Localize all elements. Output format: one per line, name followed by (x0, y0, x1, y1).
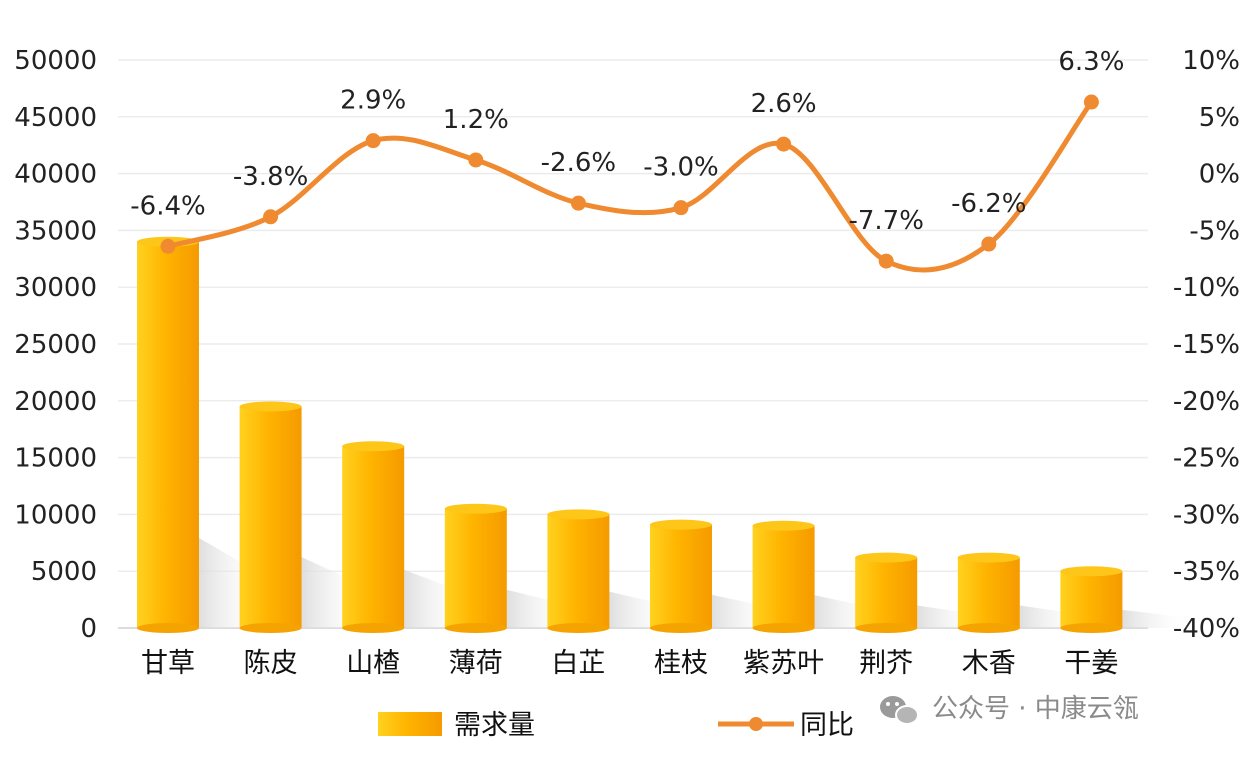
left-tick-label: 35000 (14, 216, 97, 246)
data-label: 6.3% (1058, 47, 1124, 77)
bar (444, 508, 507, 628)
line-point (365, 133, 381, 149)
right-tick-label: -25% (1173, 444, 1240, 474)
bar-series (137, 236, 1123, 633)
line-point (160, 238, 176, 254)
left-y-axis: 0 5000 10000 15000 20000 25000 30000 35000 40000… (14, 46, 97, 644)
data-label: 2.9% (340, 86, 406, 116)
legend-swatch-bar (378, 712, 442, 736)
bar-base (752, 623, 815, 633)
watermark: 公众号 · 中康云瓴 (880, 694, 1139, 725)
category-label: 桂枝 (654, 648, 708, 679)
bar (957, 557, 1020, 628)
bar-cap (752, 520, 815, 531)
category-label: 山楂 (346, 648, 400, 679)
wechat-icon (880, 696, 919, 725)
left-tick-label: 45000 (14, 103, 97, 133)
left-tick-label: 0 (80, 614, 97, 644)
left-tick-label: 10000 (14, 500, 97, 530)
bar-base (239, 623, 302, 633)
data-label: -3.8% (233, 162, 308, 192)
category-label: 干姜 (1064, 648, 1118, 679)
bar-base (855, 623, 918, 633)
bar-cap (957, 552, 1020, 563)
line-point (776, 136, 792, 152)
category-label: 荆芥 (859, 648, 913, 679)
bar-cap (650, 519, 712, 530)
category-label: 紫苏叶 (743, 648, 824, 679)
data-label: 1.2% (443, 105, 509, 135)
right-tick-label: -5% (1189, 216, 1240, 246)
bar-cap (342, 441, 405, 452)
bar (342, 446, 405, 628)
line-point (1083, 94, 1099, 110)
data-label: -3.0% (643, 153, 718, 183)
category-label: 甘草 (141, 648, 195, 679)
legend: 需求量 同比 (378, 710, 854, 741)
left-tick-label: 50000 (14, 46, 97, 76)
bar-cap (1060, 566, 1123, 577)
x-axis: 甘草 陈皮 山楂 薄荷 白芷 桂枝 紫苏叶 荆芥 木香 干姜 (141, 648, 1118, 679)
bar (137, 241, 199, 628)
bar (650, 524, 712, 628)
right-tick-label: -20% (1173, 387, 1240, 417)
bar-shadow (1122, 609, 1193, 628)
left-tick-label: 20000 (14, 387, 97, 417)
bar-cap (855, 552, 918, 563)
watermark-text: 公众号 · 中康云瓴 (932, 694, 1139, 724)
data-label: -7.7% (848, 206, 923, 236)
bar (547, 514, 610, 628)
category-label: 薄荷 (449, 648, 503, 679)
line-point (878, 253, 894, 269)
legend-label-bar: 需求量 (454, 710, 535, 741)
data-label: -6.2% (951, 189, 1026, 219)
bar-base (957, 623, 1020, 633)
left-tick-label: 40000 (14, 160, 97, 190)
bar-cap (239, 401, 302, 412)
right-tick-label: -35% (1173, 557, 1240, 587)
right-tick-label: 10% (1182, 46, 1240, 76)
category-label: 白芷 (551, 648, 605, 679)
bar (855, 557, 918, 628)
line-point (570, 195, 586, 211)
bar (752, 525, 815, 628)
legend-label-line: 同比 (800, 710, 854, 741)
bar-cap (547, 509, 610, 520)
bar (1060, 571, 1123, 628)
bar-base (444, 623, 507, 633)
right-tick-label: 5% (1199, 103, 1240, 133)
line-point (673, 200, 689, 216)
right-tick-label: -30% (1173, 500, 1240, 530)
bar-base (342, 623, 405, 633)
left-tick-label: 15000 (14, 444, 97, 474)
bar-base (650, 623, 712, 633)
data-label: -2.6% (541, 148, 616, 178)
line-series: -6.4% -3.8% 2.9% 1.2% -2.6% -3.0% 2.6% -7.7% -6.… (130, 47, 1124, 273)
bar-base (137, 623, 199, 633)
legend-swatch-marker (749, 717, 763, 731)
line-point (468, 152, 484, 168)
bar-base (547, 623, 610, 633)
right-tick-label: 0% (1199, 160, 1240, 190)
series-line (167, 100, 1094, 273)
right-tick-label: -10% (1173, 273, 1240, 303)
category-label: 木香 (962, 648, 1016, 679)
left-tick-label: 30000 (14, 273, 97, 303)
data-label: 2.6% (751, 89, 817, 119)
right-tick-label: -15% (1173, 330, 1240, 360)
line-point (263, 209, 279, 225)
bar-cap (444, 503, 507, 514)
bar-base (1060, 623, 1123, 633)
category-label: 陈皮 (244, 648, 298, 679)
line-point (981, 236, 997, 252)
left-tick-label: 5000 (31, 557, 97, 587)
bar (239, 406, 302, 628)
right-y-axis: -40%-35%-30%-25%-20%-15%-10%-5%0%5%10% (1173, 46, 1240, 644)
data-label: -6.4% (130, 191, 205, 221)
left-tick-label: 25000 (14, 330, 97, 360)
